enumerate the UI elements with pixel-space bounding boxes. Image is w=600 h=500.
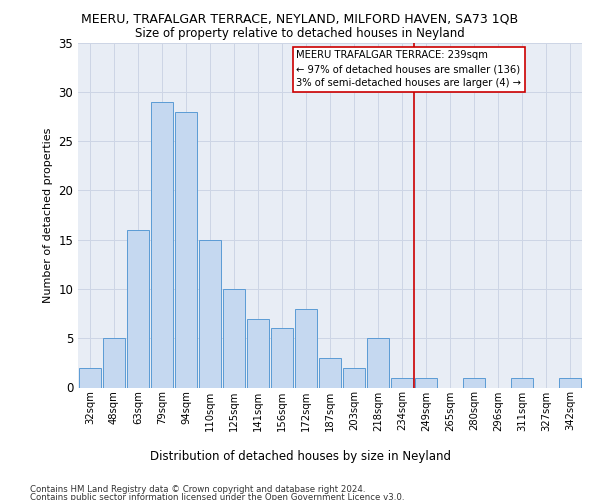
Y-axis label: Number of detached properties: Number of detached properties bbox=[43, 128, 53, 302]
Text: Contains public sector information licensed under the Open Government Licence v3: Contains public sector information licen… bbox=[30, 494, 404, 500]
Bar bbox=[391, 378, 413, 388]
Bar bbox=[511, 378, 533, 388]
Bar bbox=[367, 338, 389, 388]
Bar bbox=[127, 230, 149, 388]
Bar bbox=[223, 289, 245, 388]
Bar bbox=[343, 368, 365, 388]
Text: MEERU TRAFALGAR TERRACE: 239sqm
← 97% of detached houses are smaller (136)
3% of: MEERU TRAFALGAR TERRACE: 239sqm ← 97% of… bbox=[296, 50, 521, 88]
Text: MEERU, TRAFALGAR TERRACE, NEYLAND, MILFORD HAVEN, SA73 1QB: MEERU, TRAFALGAR TERRACE, NEYLAND, MILFO… bbox=[82, 12, 518, 26]
Bar bbox=[199, 240, 221, 388]
Bar bbox=[79, 368, 101, 388]
Bar bbox=[247, 318, 269, 388]
Bar bbox=[175, 112, 197, 388]
Bar bbox=[295, 308, 317, 388]
Text: Contains HM Land Registry data © Crown copyright and database right 2024.: Contains HM Land Registry data © Crown c… bbox=[30, 485, 365, 494]
Bar bbox=[463, 378, 485, 388]
Text: Distribution of detached houses by size in Neyland: Distribution of detached houses by size … bbox=[149, 450, 451, 463]
Bar bbox=[271, 328, 293, 388]
Bar bbox=[559, 378, 581, 388]
Bar bbox=[415, 378, 437, 388]
Bar bbox=[319, 358, 341, 388]
Text: Size of property relative to detached houses in Neyland: Size of property relative to detached ho… bbox=[135, 28, 465, 40]
Bar bbox=[151, 102, 173, 388]
Bar bbox=[103, 338, 125, 388]
